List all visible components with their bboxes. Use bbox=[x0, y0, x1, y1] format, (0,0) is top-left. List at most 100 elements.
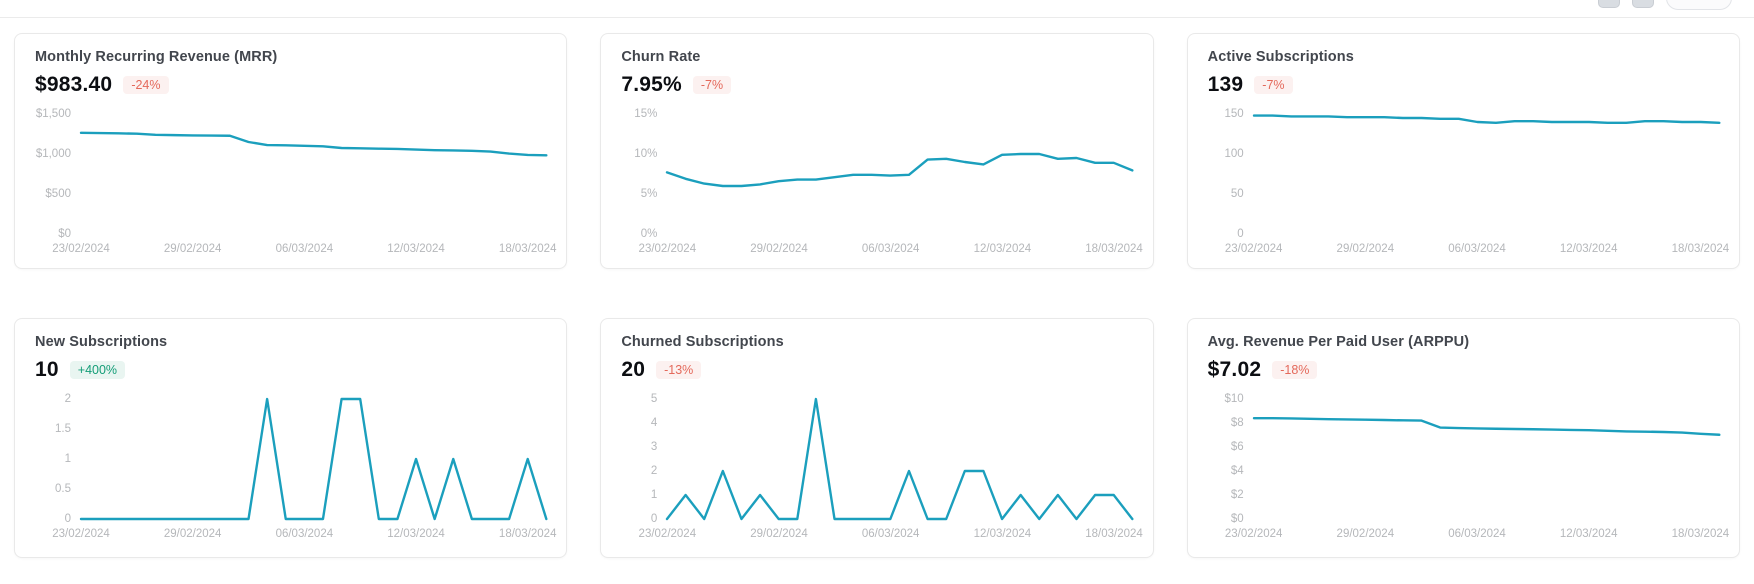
x-axis-tick-label: 23/02/2024 bbox=[638, 243, 697, 255]
y-axis-tick-label: 5 bbox=[650, 393, 658, 405]
y-axis-tick-label: 2 bbox=[64, 393, 71, 405]
x-axis-tick-label: 29/02/2024 bbox=[750, 243, 808, 255]
card-title: Churn Rate bbox=[621, 49, 701, 65]
x-axis-tick-label: 06/03/2024 bbox=[861, 528, 920, 540]
metric-card-active-subscriptions: Active Subscriptions 139 -7% 150 100 50 0 2… bbox=[1186, 33, 1740, 269]
x-axis-tick-label: 18/03/2024 bbox=[1671, 528, 1730, 540]
metric-card-new-subscriptions: New Subscriptions 10 +400% 2 1.5 1 0.5 0 23/… bbox=[14, 318, 568, 558]
x-axis: 23/02/2024 29/02/2024 06/03/2024 12/03/2024… bbox=[1225, 528, 1729, 543]
change-badge: -18% bbox=[1272, 360, 1318, 380]
x-axis: 23/02/2024 29/02/2024 06/03/2024 12/03/2024… bbox=[52, 243, 556, 258]
y-axis-tick-label: 0 bbox=[1237, 228, 1244, 240]
y-axis-tick-label: 1.5 bbox=[55, 423, 71, 435]
chart-svg bbox=[81, 399, 546, 519]
metric-card-churn-rate: Churn Rate 7.95% -7% 15% 10% 5% 0% 23/02/20… bbox=[600, 33, 1154, 269]
x-axis-tick-label: 06/03/2024 bbox=[1448, 243, 1506, 255]
chart-svg bbox=[667, 114, 1132, 234]
card-title: Active Subscriptions bbox=[1207, 49, 1354, 65]
plot-area bbox=[1254, 114, 1719, 234]
y-axis: $10 $8 $6 $4 $2 $0 bbox=[1208, 393, 1254, 525]
y-axis-tick-label: $2 bbox=[1230, 489, 1244, 501]
x-axis-tick-label: 23/02/2024 bbox=[1224, 243, 1283, 255]
change-badge: -7% bbox=[1254, 75, 1293, 95]
change-badge: -7% bbox=[692, 75, 732, 95]
metric-value: 7.95% bbox=[621, 73, 682, 96]
y-axis-tick-label: 0.5 bbox=[55, 483, 71, 495]
x-axis-tick-label: 12/03/2024 bbox=[387, 528, 445, 540]
x-axis: 23/02/2024 29/02/2024 06/03/2024 12/03/2024… bbox=[52, 528, 556, 543]
top-divider bbox=[0, 0, 1754, 18]
value-row: 20 -13% bbox=[621, 357, 1132, 383]
x-axis-tick-label: 12/03/2024 bbox=[1559, 528, 1618, 540]
y-axis-tick-label: 100 bbox=[1224, 147, 1244, 160]
x-axis-tick-label: 29/02/2024 bbox=[750, 528, 808, 540]
value-row: 7.95% -7% bbox=[621, 72, 1132, 98]
card-title: Avg. Revenue Per Paid User (ARPPU) bbox=[1207, 334, 1470, 350]
y-axis-tick-label: 3 bbox=[650, 441, 658, 453]
y-axis-tick-label: $4 bbox=[1230, 465, 1244, 477]
header-icon-button-1[interactable] bbox=[1598, 0, 1620, 8]
chart-line bbox=[81, 399, 546, 519]
chart-line bbox=[1254, 418, 1719, 435]
y-axis: 5 4 3 2 1 0 bbox=[621, 393, 667, 525]
x-axis-tick-label: 18/03/2024 bbox=[1085, 528, 1143, 540]
header-pill-button[interactable] bbox=[1666, 0, 1732, 10]
x-axis-tick-label: 06/03/2024 bbox=[1448, 528, 1506, 540]
value-row: 10 +400% bbox=[35, 357, 546, 383]
x-axis-tick-label: 06/03/2024 bbox=[275, 243, 334, 255]
y-axis-tick-label: $0 bbox=[58, 228, 71, 240]
y-axis: 15% 10% 5% 0% bbox=[621, 108, 667, 240]
metric-card-mrr: Monthly Recurring Revenue (MRR) $983.40 … bbox=[14, 33, 568, 269]
metric-card-arppu: Avg. Revenue Per Paid User (ARPPU) $7.02… bbox=[1186, 318, 1740, 558]
change-badge: -24% bbox=[123, 75, 169, 95]
y-axis-tick-label: 50 bbox=[1230, 187, 1244, 200]
x-axis-tick-label: 29/02/2024 bbox=[1336, 528, 1395, 540]
y-axis-tick-label: 4 bbox=[650, 417, 658, 429]
x-axis: 23/02/2024 29/02/2024 06/03/2024 12/03/2024… bbox=[639, 528, 1143, 543]
x-axis-tick-label: 12/03/2024 bbox=[1559, 243, 1618, 255]
y-axis-tick-label: 0 bbox=[64, 513, 71, 525]
y-axis-tick-label: 150 bbox=[1224, 108, 1244, 120]
chart-svg bbox=[667, 399, 1132, 519]
y-axis-tick-label: $1,500 bbox=[35, 108, 71, 120]
metric-value: $7.02 bbox=[1207, 358, 1262, 381]
y-axis-tick-label: 15% bbox=[634, 108, 658, 120]
x-axis-tick-label: 23/02/2024 bbox=[52, 528, 110, 540]
chart-svg bbox=[81, 114, 546, 234]
plot-area bbox=[1254, 399, 1719, 519]
x-axis-tick-label: 12/03/2024 bbox=[973, 243, 1032, 255]
change-badge: -13% bbox=[656, 360, 702, 380]
y-axis-tick-label: 2 bbox=[650, 465, 658, 477]
y-axis-tick-label: 1 bbox=[64, 453, 71, 465]
y-axis: 2 1.5 1 0.5 0 bbox=[35, 393, 81, 525]
chart-line bbox=[667, 154, 1132, 186]
card-title: Monthly Recurring Revenue (MRR) bbox=[35, 49, 278, 65]
metrics-grid: Monthly Recurring Revenue (MRR) $983.40 … bbox=[14, 33, 1740, 558]
header-actions bbox=[1598, 0, 1732, 10]
header-icon-button-2[interactable] bbox=[1632, 0, 1654, 8]
y-axis-tick-label: $10 bbox=[1224, 393, 1244, 405]
x-axis-tick-label: 18/03/2024 bbox=[498, 528, 557, 540]
chart-line bbox=[667, 399, 1132, 519]
metric-value: 20 bbox=[621, 358, 646, 381]
value-row: $983.40 -24% bbox=[35, 72, 546, 98]
x-axis-tick-label: 29/02/2024 bbox=[163, 528, 222, 540]
x-axis-tick-label: 18/03/2024 bbox=[1085, 243, 1143, 255]
plot-area bbox=[667, 114, 1132, 234]
line-chart: $10 $8 $6 $4 $2 $0 bbox=[1208, 393, 1719, 525]
y-axis-tick-label: 5% bbox=[640, 187, 658, 200]
x-axis-tick-label: 06/03/2024 bbox=[275, 528, 334, 540]
y-axis-tick-label: $0 bbox=[1230, 513, 1244, 525]
line-chart: 15% 10% 5% 0% bbox=[621, 108, 1132, 240]
line-chart: 2 1.5 1 0.5 0 bbox=[35, 393, 546, 525]
x-axis: 23/02/2024 29/02/2024 06/03/2024 12/03/2024… bbox=[1225, 243, 1729, 258]
chart-line bbox=[81, 133, 546, 156]
x-axis-tick-label: 23/02/2024 bbox=[52, 243, 110, 255]
x-axis-tick-label: 06/03/2024 bbox=[861, 243, 920, 255]
plot-area bbox=[81, 114, 546, 234]
x-axis-tick-label: 18/03/2024 bbox=[1671, 243, 1730, 255]
card-title: Churned Subscriptions bbox=[621, 334, 784, 350]
value-row: 139 -7% bbox=[1208, 72, 1719, 98]
metric-value: $983.40 bbox=[35, 73, 113, 96]
metric-card-churned-subscriptions: Churned Subscriptions 20 -13% 5 4 3 2 1 0 23/… bbox=[600, 318, 1154, 558]
